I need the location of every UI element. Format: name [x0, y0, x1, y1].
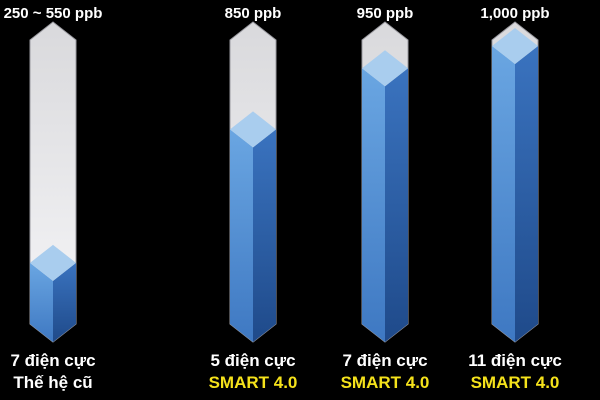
bar-fill-front [230, 129, 253, 342]
bar-fill-side [253, 129, 276, 342]
bar-fill-side [515, 46, 538, 342]
value-label: 250 ~ 550 ppb [4, 5, 103, 22]
bar-fill-front [30, 262, 53, 342]
value-label: 850 ppb [225, 5, 282, 22]
bar-fill-front [362, 68, 385, 343]
bar-fill-side [53, 262, 76, 342]
bar-fill-top [492, 28, 538, 64]
bar-column-4 [491, 21, 539, 343]
category-label: 7 điện cực [10, 351, 95, 370]
bar-column-1 [29, 21, 77, 343]
category-label: 11 điện cực [468, 351, 562, 370]
value-label: 950 ppb [357, 5, 414, 22]
category-subtitle: Thế hệ cũ [13, 373, 92, 392]
bar-column-2 [229, 21, 277, 343]
category-label: 7 điện cực [342, 351, 427, 370]
labels-group: 250 ~ 550 ppb 7 điện cực Thế hệ cũ 850 ppb 5… [4, 5, 562, 392]
category-subtitle: SMART 4.0 [341, 373, 430, 392]
category-subtitle: SMART 4.0 [209, 373, 298, 392]
category-subtitle: SMART 4.0 [471, 373, 560, 392]
bar-fill-side [385, 68, 408, 343]
bar-fill-front [492, 46, 515, 342]
value-label: 1,000 ppb [480, 5, 549, 22]
bars-group [29, 21, 539, 343]
bar-fill-top [362, 50, 408, 87]
bar-fill-top [30, 244, 76, 281]
category-label: 5 điện cực [210, 351, 295, 370]
bar-column-3 [361, 21, 409, 343]
bar-fill-top [230, 111, 276, 148]
